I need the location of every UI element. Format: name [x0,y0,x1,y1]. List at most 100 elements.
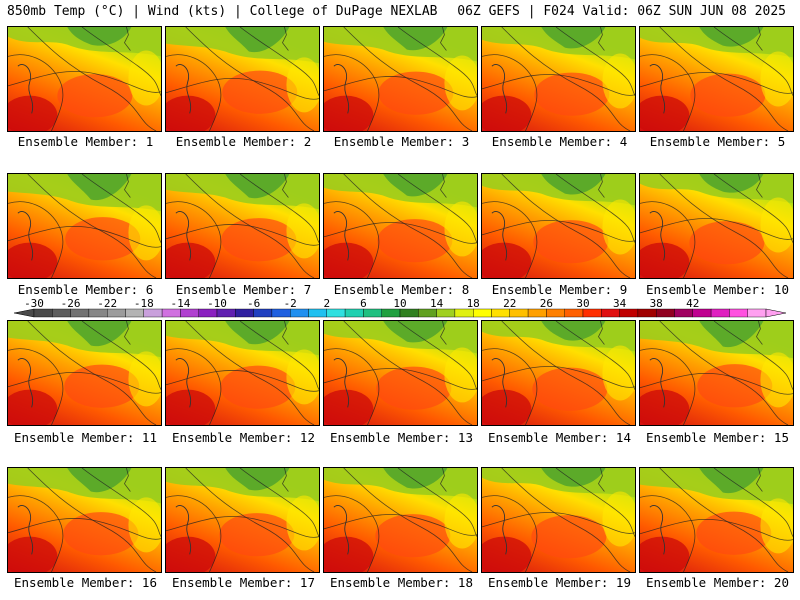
ensemble-panel [7,26,162,132]
colorbar-tick-label: -14 [170,297,190,310]
contour-line [185,321,315,425]
contour-line [324,222,477,244]
colorbar-tick-label: 6 [360,297,367,310]
contour-line [482,201,538,278]
colorbar-tick-label: 42 [686,297,699,310]
colorbar-swatch [710,308,730,318]
contour-line [8,54,64,131]
member-caption: Ensemble Member: 17 [172,575,315,590]
contour-line [324,495,380,572]
contour-line [440,321,447,345]
contour-line [166,224,319,246]
colorbar-swatch [344,308,364,318]
colorbar-swatch [216,308,236,318]
colorbar-tick-label: -6 [247,297,260,310]
contour-line [166,516,319,538]
state-boundary [649,211,666,261]
member-caption: Ensemble Member: 20 [646,575,789,590]
member-caption: Ensemble Member: 11 [14,430,157,445]
colorbar-swatch [271,308,291,318]
ensemble-panel [7,467,162,573]
contour-line [27,174,157,278]
colorbar-tick-label: -10 [207,297,227,310]
contour-line [324,54,380,131]
contour-line [440,468,447,492]
ensemble-panel [639,173,794,279]
contour-line [282,468,289,492]
colorbar-swatch [527,308,547,318]
contour-line [343,174,473,278]
ensemble-panel [165,320,320,426]
contour-line [482,74,635,96]
contour-line [239,321,319,390]
member-caption: Ensemble Member: 6 [17,282,154,297]
contour-line [640,495,696,572]
contour-line [640,519,793,541]
contour-line [440,27,447,51]
contour-line [124,174,131,198]
colorbar-tick-label: -30 [24,297,44,310]
contour-line [756,321,763,345]
contour-line [640,54,696,131]
colorbar-swatch [363,308,382,318]
colorbar-swatch [290,308,309,318]
ensemble-panel [165,26,320,132]
colorbar-swatch [125,308,144,318]
state-boundary [175,358,192,408]
colorbar-swatch [399,308,419,318]
contour-line [324,348,380,425]
colorbar-swatch [235,308,254,318]
contour-line [343,27,473,131]
state-boundary [17,505,34,555]
state-boundary [175,505,192,555]
contour-line [282,174,289,198]
contour-line [166,348,222,425]
contour-line [598,468,605,492]
contour-line [124,27,131,51]
colorbar-tick-label: 30 [576,297,589,310]
contour-line [343,468,473,572]
member-caption: Ensemble Member: 3 [333,134,470,149]
contour-line [81,321,161,390]
member-caption: Ensemble Member: 1 [17,134,154,149]
state-boundary [649,64,666,114]
contour-line [282,27,289,51]
contour-line [324,514,477,536]
contour-line [598,321,605,345]
colorbar-tick-label: 10 [393,297,406,310]
state-boundary [491,505,508,555]
colorbar-swatch [454,308,474,318]
colorbar-swatch [509,308,529,318]
contour-line [555,321,635,390]
contour-line [440,174,447,198]
state-boundary [17,358,34,408]
member-caption: Ensemble Member: 7 [175,282,312,297]
member-caption: Ensemble Member: 9 [491,282,628,297]
colorbar-swatch [473,308,492,318]
ensemble-panel [481,467,636,573]
colorbar-swatch [601,308,620,318]
ensemble-panel [639,467,794,573]
state-boundary [333,211,350,261]
contour-line [239,468,319,537]
member-caption: Ensemble Member: 10 [646,282,789,297]
contour-line [8,71,161,93]
contour-line [555,174,635,243]
temperature-colorbar: -30 -26 -22 -18 -14 -10 -6 -2 2 6 10 14 18 22 26 30 34 38… [13,297,787,318]
colorbar-tick-label: -22 [97,297,117,310]
contour-line [282,321,289,345]
ensemble-panel [481,173,636,279]
colorbar-tick-label: -18 [134,297,154,310]
contour-line [501,174,631,278]
colorbar-labels: -30 -26 -22 -18 -14 -10 -6 -2 2 6 10 14 18 22 26 30 34 38… [24,297,699,310]
contour-line [8,372,161,394]
colorbar-tick-label: -2 [284,297,297,310]
contour-line [640,348,696,425]
contour-line [166,370,319,392]
colorbar-tick-label: 2 [323,297,330,310]
colorbar-swatch [619,308,639,318]
member-caption: Ensemble Member: 13 [330,430,473,445]
colorbar-tick-label: 22 [503,297,516,310]
member-caption: Ensemble Member: 2 [175,134,312,149]
contour-line [124,468,131,492]
